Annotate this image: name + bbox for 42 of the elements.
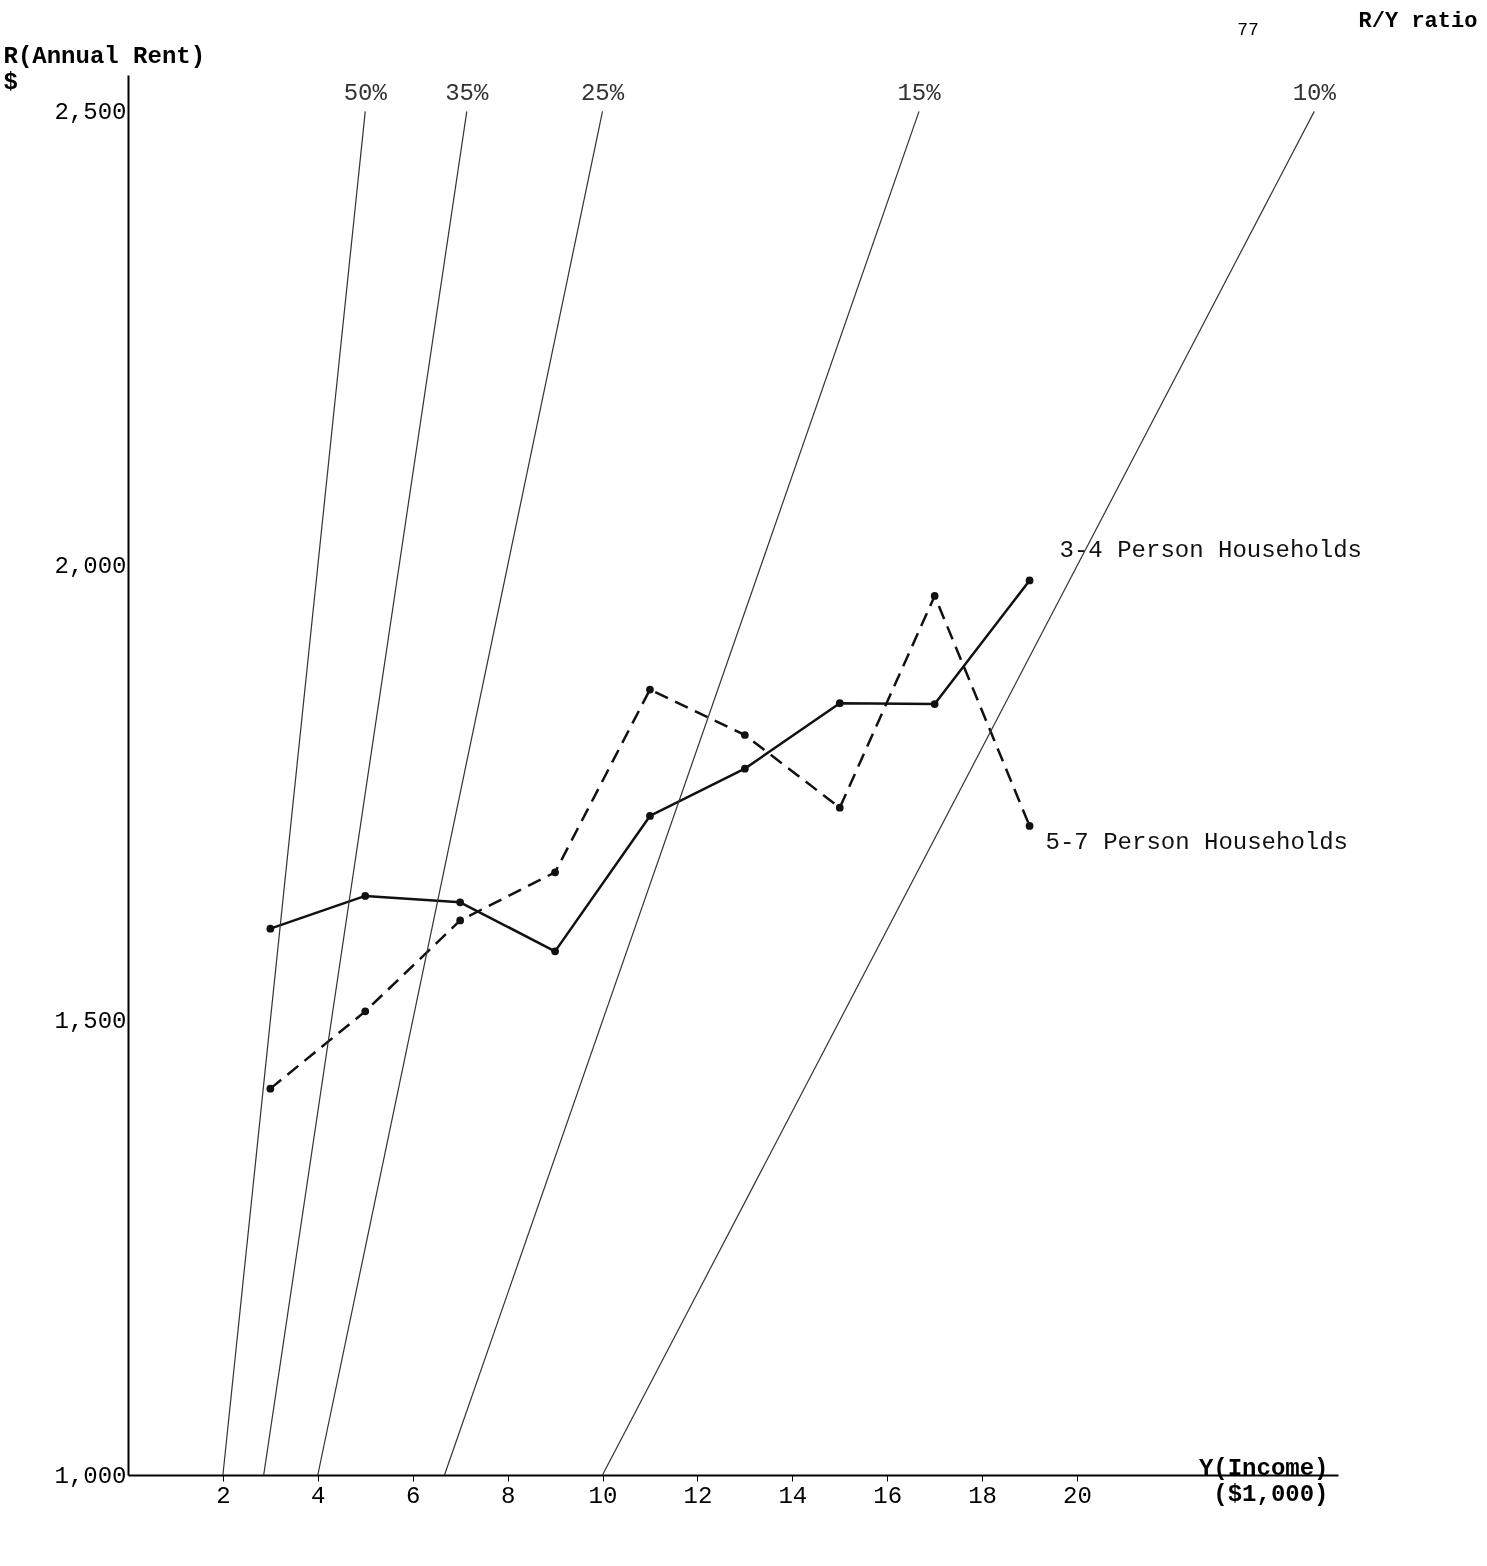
point (646, 812, 654, 820)
x-tick-label: 20 (1063, 1482, 1092, 1510)
text: R/Y ratio (1358, 9, 1478, 34)
y-tick-label: 2,000 (54, 553, 127, 581)
x-tick-label: 16 (873, 1482, 903, 1510)
x-tick-label: 12 (683, 1482, 713, 1510)
x-tick-label: 2 (216, 1482, 231, 1510)
series-label: 25% (580, 80, 625, 108)
series-label: 15% (897, 80, 942, 108)
x-tick-label: 6 (406, 1482, 421, 1510)
x-tick-label: 4 (311, 1482, 326, 1510)
point (361, 1007, 370, 1016)
x-tick-label: 18 (968, 1482, 998, 1510)
series-label: 35% (445, 80, 489, 108)
point (361, 892, 370, 900)
y-axis-title: R(Annual Rent) $ (3, 42, 206, 96)
y-tick-label: 1,000 (54, 1462, 127, 1490)
text: 77 (1237, 20, 1259, 40)
point (646, 685, 654, 694)
x-tick-label: 10 (588, 1482, 618, 1510)
point (266, 1084, 275, 1093)
y-tick-label: 1,500 (54, 1007, 127, 1035)
x-axis-title: Y(Income) ($1,000) (1198, 1454, 1329, 1508)
point (740, 731, 749, 739)
point (456, 898, 465, 907)
point (266, 924, 275, 933)
point (835, 699, 844, 708)
point (1025, 576, 1034, 585)
x-tick-label: 8 (500, 1482, 516, 1510)
series-label: 50% (343, 80, 388, 108)
point (551, 947, 559, 956)
point (740, 764, 749, 773)
series-label: 5-7 Person Households (1045, 828, 1349, 856)
point (930, 700, 939, 708)
x-tick-label: 14 (778, 1482, 808, 1510)
point (456, 916, 465, 925)
point (835, 803, 844, 812)
point (1025, 822, 1034, 830)
series-label: 10% (1292, 80, 1337, 108)
point (551, 868, 559, 877)
y-tick-label: 2,500 (54, 98, 127, 126)
point (930, 592, 939, 600)
